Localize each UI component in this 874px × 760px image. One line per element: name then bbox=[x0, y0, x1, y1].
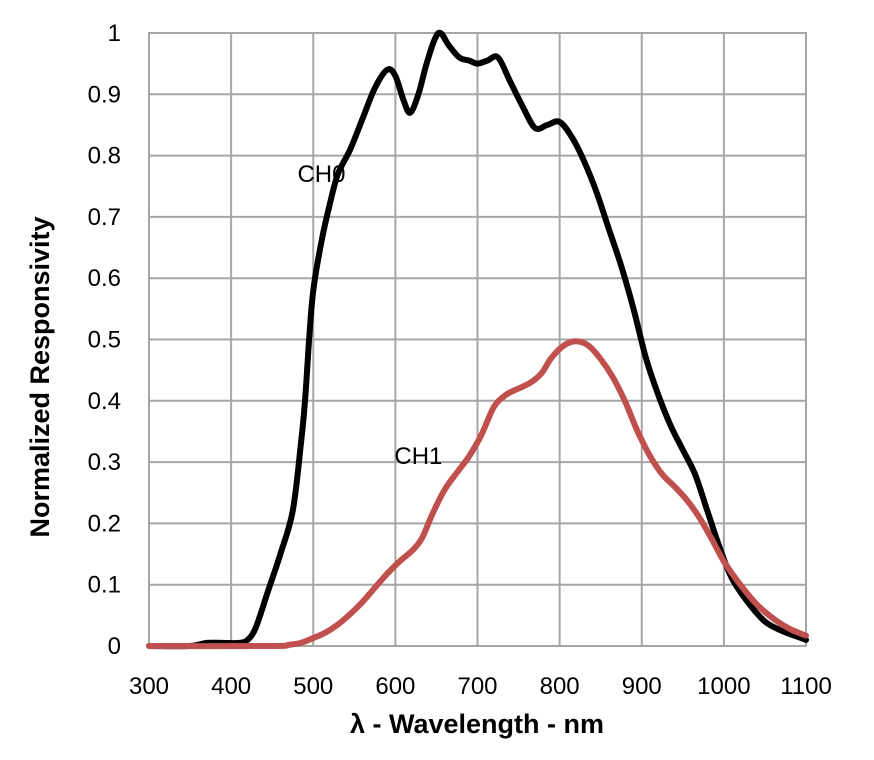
y-tick-label: 0.1 bbox=[88, 572, 121, 599]
y-tick-label: 0.5 bbox=[88, 327, 121, 354]
x-tick-label: 400 bbox=[211, 673, 251, 700]
label-layer: CH0 CH1 bbox=[297, 161, 442, 470]
y-tick-label: 0.8 bbox=[88, 143, 121, 170]
x-tick-label: 900 bbox=[622, 673, 662, 700]
axis-layer: 300 400 500 600 700 800 900 1000 1100 0 0.1 0.2 0.3 0… bbox=[88, 20, 832, 700]
y-tick-label: 0.7 bbox=[88, 204, 121, 231]
grid-layer bbox=[148, 32, 807, 647]
plot-frame bbox=[148, 32, 807, 647]
x-tick-label: 600 bbox=[375, 673, 415, 700]
y-tick-label: 1 bbox=[108, 20, 121, 47]
x-tick-label: 700 bbox=[457, 673, 497, 700]
x-axis-title: λ - Wavelength - nm bbox=[350, 709, 604, 739]
series-layer bbox=[146, 29, 809, 650]
x-tick-label: 1000 bbox=[697, 673, 750, 700]
y-axis-title: Normalized Responsivity bbox=[25, 216, 55, 537]
y-tick-label: 0.3 bbox=[88, 449, 121, 476]
series-line-ch0 bbox=[146, 29, 809, 650]
y-tick-label: 0.9 bbox=[88, 81, 121, 108]
series-line-ch1 bbox=[146, 338, 809, 650]
y-tick-label: 0 bbox=[108, 633, 121, 660]
x-tick-label: 800 bbox=[540, 673, 580, 700]
y-tick-label: 0.6 bbox=[88, 265, 121, 292]
y-tick-label: 0.2 bbox=[88, 510, 121, 537]
x-tick-label: 300 bbox=[129, 673, 169, 700]
x-tick-label: 1100 bbox=[780, 673, 832, 700]
series-label-ch0: CH0 bbox=[297, 161, 345, 188]
series-label-ch1: CH1 bbox=[394, 443, 442, 470]
x-tick-label: 500 bbox=[293, 673, 333, 700]
y-tick-label: 0.4 bbox=[88, 388, 121, 415]
